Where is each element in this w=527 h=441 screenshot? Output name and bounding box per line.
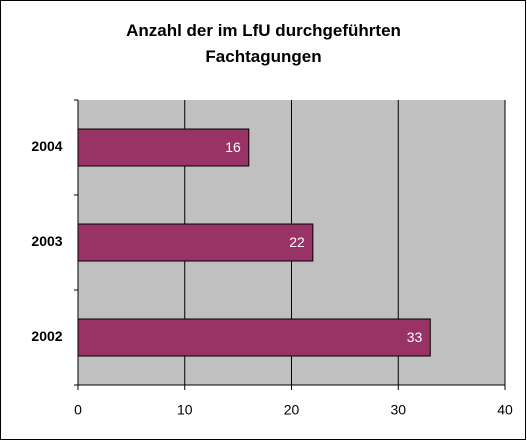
x-tick-label: 30 bbox=[390, 402, 406, 418]
y-tick-label: 2002 bbox=[31, 328, 62, 344]
x-tick-label: 10 bbox=[177, 402, 193, 418]
value-label: 16 bbox=[225, 139, 241, 155]
chart-title: Anzahl der im LfU durchgeführten Fachtag… bbox=[126, 21, 401, 66]
x-tick-label: 20 bbox=[284, 402, 300, 418]
bar bbox=[77, 223, 314, 262]
title-box: Anzahl der im LfU durchgeführten Fachtag… bbox=[0, 18, 527, 70]
y-tick-label: 2004 bbox=[31, 138, 62, 154]
value-label: 22 bbox=[289, 234, 305, 250]
y-tick-label: 2003 bbox=[31, 233, 62, 249]
x-tick-label: 40 bbox=[497, 402, 513, 418]
value-label: 33 bbox=[407, 329, 423, 345]
bar bbox=[77, 128, 250, 167]
x-tick-label: 0 bbox=[74, 402, 82, 418]
bar bbox=[77, 318, 431, 357]
